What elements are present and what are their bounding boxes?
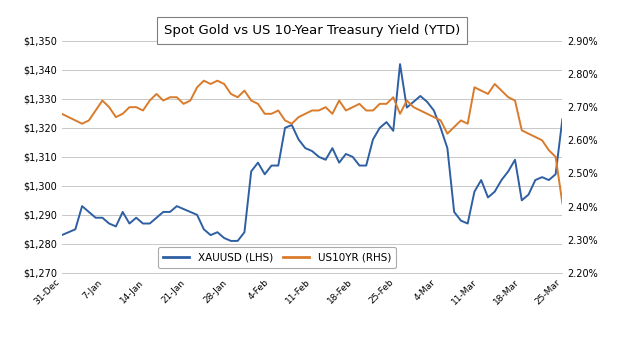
Legend: XAUUSD (LHS), US10YR (RHS): XAUUSD (LHS), US10YR (RHS) [158,247,396,268]
Title: Spot Gold vs US 10-Year Treasury Yield (YTD): Spot Gold vs US 10-Year Treasury Yield (… [164,24,460,37]
